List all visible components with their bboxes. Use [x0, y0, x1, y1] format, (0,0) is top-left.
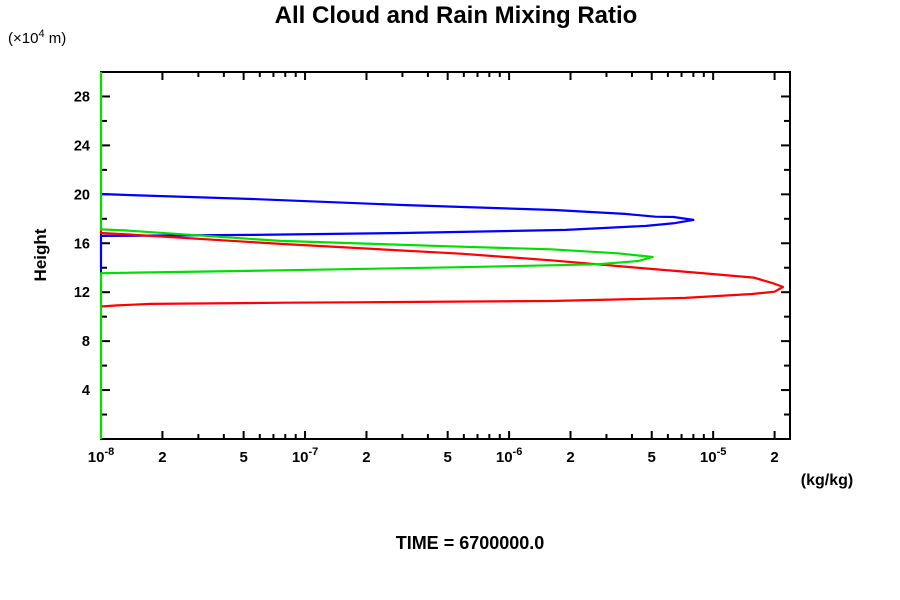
y-tick-label: 8 — [82, 334, 90, 350]
y-axis-units-label: (×104 m) — [8, 28, 66, 47]
chart-title: All Cloud and Rain Mixing Ratio — [274, 2, 638, 29]
y-tick-label: 4 — [82, 383, 90, 399]
y-tick-label: 24 — [74, 138, 90, 154]
x-tick-label: 2 — [566, 449, 574, 466]
series-blue-profile — [99, 192, 695, 271]
y-tick-label: 20 — [74, 187, 90, 203]
y-units-pre: (×10 — [8, 30, 39, 47]
x-tick-label: 5 — [648, 449, 656, 466]
x-tick-label: 2 — [362, 449, 370, 466]
x-tick-label: 2 — [158, 449, 166, 466]
y-units-post: m) — [44, 30, 67, 47]
plot-border — [100, 71, 791, 440]
x-tick-label: 10-8 — [88, 446, 114, 466]
y-tick-label: 16 — [74, 236, 90, 252]
y-tick-label: 28 — [74, 89, 90, 105]
y-units-superscript: 4 — [38, 28, 45, 40]
y-tick-labels: 4 8 12 16 20 24 28 — [74, 89, 90, 399]
x-tick-label: 10-7 — [292, 446, 318, 466]
series-red-profile — [99, 227, 785, 308]
x-tick-label: 2 — [770, 449, 778, 466]
time-annotation: TIME = 6700000.0 — [395, 533, 545, 553]
x-axis-units-label: (kg/kg) — [800, 472, 854, 489]
x-tick-label: 5 — [239, 449, 247, 466]
x-tick-labels: 10-8 2 5 10-7 2 5 10-6 2 5 10-5 2 — [88, 446, 779, 466]
x-tick-label: 10-6 — [496, 446, 522, 466]
x-tick-label: 10-5 — [700, 446, 726, 466]
y-tick-label: 12 — [74, 285, 90, 301]
tick-marks — [100, 71, 790, 439]
series-green-profile — [99, 72, 654, 439]
x-tick-label: 5 — [444, 449, 452, 466]
